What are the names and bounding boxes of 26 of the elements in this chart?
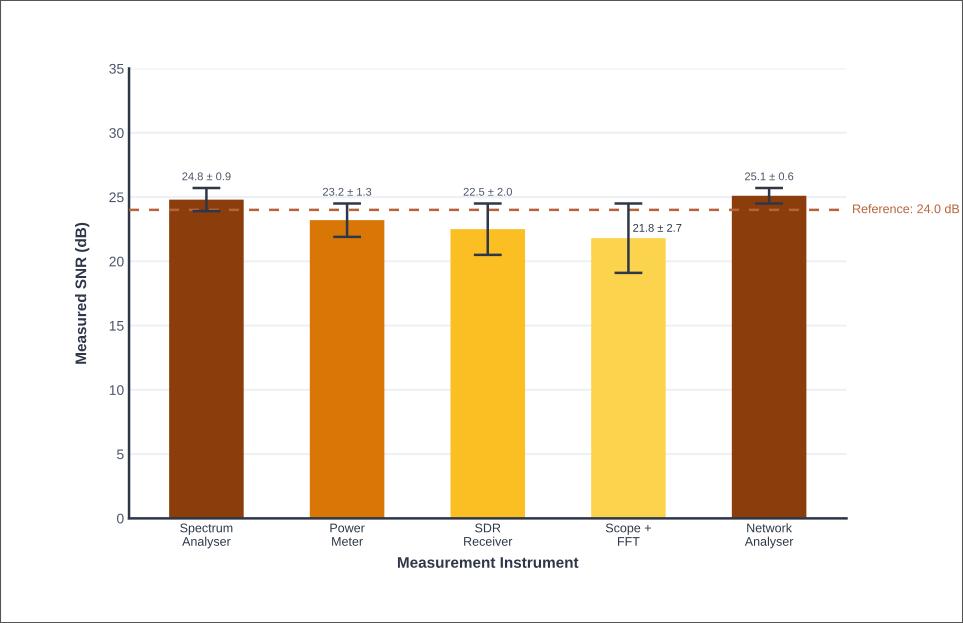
ref-line-label: Reference: 24.0 dB [853, 204, 960, 214]
y-tick-label: 35 [109, 64, 124, 74]
data-label: 22.5 ± 2.0 [464, 188, 512, 196]
x-tick-label: Network Analyser [744, 523, 794, 548]
y-tick-label: 10 [110, 385, 124, 395]
y-axis-title: Measured SNR (dB) [75, 222, 90, 364]
bar [169, 200, 244, 518]
data-label: 25.1 ± 0.6 [744, 172, 794, 180]
bar [591, 238, 666, 518]
y-tick-label: 30 [109, 128, 124, 138]
y-tick-label: 15 [110, 321, 124, 331]
data-label: 23.2 ± 1.3 [322, 188, 372, 196]
bar [732, 196, 806, 518]
x-tick-label: SDR Receiver [464, 524, 512, 546]
x-tick-label: Power Meter [330, 524, 365, 546]
y-tick-label: 25 [109, 192, 124, 202]
x-tick-label: Scope + FFT [606, 524, 651, 546]
data-label: 24.8 ± 0.9 [182, 172, 231, 180]
y-tick-label: 0 [117, 514, 124, 524]
bar [450, 229, 526, 518]
bar [310, 220, 384, 518]
x-axis-title: Measurement Instrument [398, 557, 578, 568]
data-label: 21.8 ± 2.7 [633, 224, 682, 232]
y-tick-label: 20 [109, 256, 124, 266]
y-tick-label: 5 [117, 450, 124, 460]
x-tick-label: Spectrum Analyser [180, 524, 232, 548]
